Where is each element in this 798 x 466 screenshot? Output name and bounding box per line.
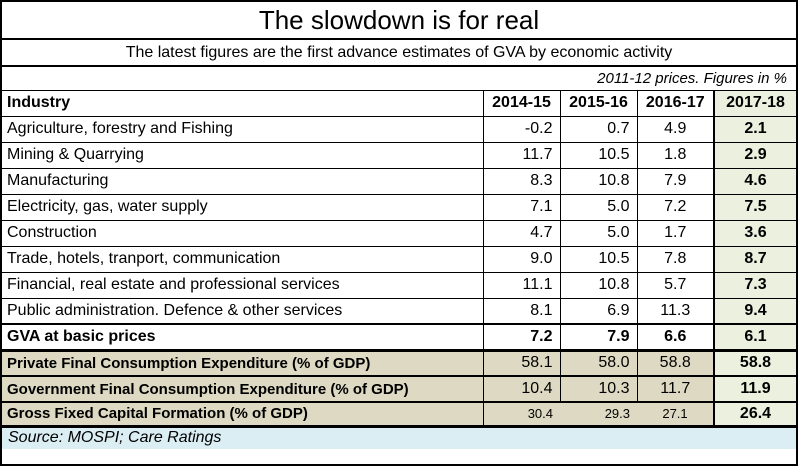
header-cell-industry: Industry: [2, 91, 484, 117]
value-cell-highlight: 6.1: [713, 323, 796, 352]
value-cell-highlight: 4.6: [713, 167, 796, 195]
value-cell: 10.4: [482, 375, 561, 403]
table-row-electricity: Electricity, gas, water supply 7.1 5.0 7…: [2, 193, 796, 221]
value-cell: 7.2: [482, 323, 561, 352]
industry-label-cell: GVA at basic prices: [2, 323, 484, 352]
value-cell: 11.7: [482, 141, 561, 169]
header-cell-2014-15: 2014-15: [482, 91, 561, 117]
header-cell-2017-18: 2017-18: [713, 91, 796, 117]
value-cell-highlight: 26.4: [713, 401, 796, 428]
gdp-label-cell: Gross Fixed Capital Formation (% of GDP): [2, 401, 484, 428]
table-row-construction: Construction 4.7 5.0 1.7 3.6: [2, 219, 796, 247]
header-cell-2016-17: 2016-17: [636, 91, 715, 117]
gdp-label-cell: Government Final Consumption Expenditure…: [2, 375, 484, 403]
industry-label-cell: Trade, hotels, tranport, communication: [2, 245, 484, 273]
industry-label-cell: Mining & Quarrying: [2, 141, 484, 169]
figure-subtitle: The latest figures are the first advance…: [2, 40, 796, 67]
value-cell: 7.2: [636, 193, 715, 221]
value-cell: 29.3: [560, 401, 637, 428]
value-cell: 11.3: [636, 297, 715, 325]
gva-data-table: Industry 2014-15 2015-16 2016-17 2017-18…: [2, 91, 796, 428]
value-cell: 10.8: [559, 271, 638, 299]
table-row-government-consumption: Government Final Consumption Expenditure…: [2, 375, 796, 403]
value-cell: 7.1: [482, 193, 561, 221]
industry-label-cell: Financial, real estate and professional …: [2, 271, 484, 299]
units-note: 2011-12 prices. Figures in %: [2, 67, 796, 91]
table-row-public-admin: Public administration. Defence & other s…: [2, 297, 796, 325]
value-cell: 6.9: [559, 297, 638, 325]
industry-label-cell: Agriculture, forestry and Fishing: [2, 115, 484, 143]
value-cell: 6.6: [636, 323, 715, 352]
industry-label-cell: Manufacturing: [2, 167, 484, 195]
value-cell: 58.8: [636, 349, 715, 377]
industry-label-cell: Electricity, gas, water supply: [2, 193, 484, 221]
table-row-gva-total: GVA at basic prices 7.2 7.9 6.6 6.1: [2, 323, 796, 352]
value-cell: 8.1: [482, 297, 561, 325]
value-cell-highlight: 3.6: [713, 219, 796, 247]
value-cell-highlight: 9.4: [713, 297, 796, 325]
value-cell: 10.8: [559, 167, 638, 195]
value-cell-highlight: 8.7: [713, 245, 796, 273]
value-cell: 7.8: [636, 245, 715, 273]
value-cell: 58.0: [559, 349, 638, 377]
value-cell-highlight: 7.3: [713, 271, 796, 299]
table-row-mining: Mining & Quarrying 11.7 10.5 1.8 2.9: [2, 141, 796, 169]
value-cell: 11.1: [482, 271, 561, 299]
header-row: Industry 2014-15 2015-16 2016-17 2017-18: [2, 91, 796, 117]
value-cell-highlight: 2.9: [713, 141, 796, 169]
table-row-manufacturing: Manufacturing 8.3 10.8 7.9 4.6: [2, 167, 796, 195]
value-cell: 8.3: [482, 167, 561, 195]
value-cell: -0.2: [482, 115, 561, 143]
value-cell-highlight: 58.8: [713, 349, 796, 377]
value-cell: 30.4: [483, 401, 560, 428]
value-cell: 4.7: [482, 219, 561, 247]
value-cell: 5.0: [559, 219, 638, 247]
value-cell: 0.7: [559, 115, 638, 143]
value-cell: 58.1: [482, 349, 561, 377]
table-row-private-consumption: Private Final Consumption Expenditure (%…: [2, 349, 796, 377]
value-cell: 9.0: [482, 245, 561, 273]
value-cell: 11.7: [636, 375, 715, 403]
table-row-gross-fixed-capital: Gross Fixed Capital Formation (% of GDP)…: [2, 401, 796, 428]
value-cell: 4.9: [636, 115, 715, 143]
value-cell: 7.9: [559, 323, 638, 352]
value-cell: 10.5: [559, 245, 638, 273]
value-cell: 10.5: [559, 141, 638, 169]
table-row-agriculture: Agriculture, forestry and Fishing -0.2 0…: [2, 115, 796, 143]
industry-label-cell: Public administration. Defence & other s…: [2, 297, 484, 325]
value-cell: 5.0: [559, 193, 638, 221]
value-cell: 7.9: [636, 167, 715, 195]
table-row-trade: Trade, hotels, tranport, communication 9…: [2, 245, 796, 273]
value-cell-highlight: 7.5: [713, 193, 796, 221]
gdp-label-cell: Private Final Consumption Expenditure (%…: [2, 349, 484, 377]
value-cell-highlight: 11.9: [713, 375, 796, 403]
value-cell: 27.1: [637, 401, 714, 428]
value-cell-highlight: 2.1: [713, 115, 796, 143]
value-cell: 5.7: [636, 271, 715, 299]
table-row-financial: Financial, real estate and professional …: [2, 271, 796, 299]
source-note: Source: MOSPI; Care Ratings: [2, 427, 796, 449]
industry-label-cell: Construction: [2, 219, 484, 247]
header-cell-2015-16: 2015-16: [559, 91, 638, 117]
value-cell: 1.7: [636, 219, 715, 247]
page-title: The slowdown is for real: [2, 2, 796, 40]
value-cell: 1.8: [636, 141, 715, 169]
value-cell: 10.3: [559, 375, 638, 403]
